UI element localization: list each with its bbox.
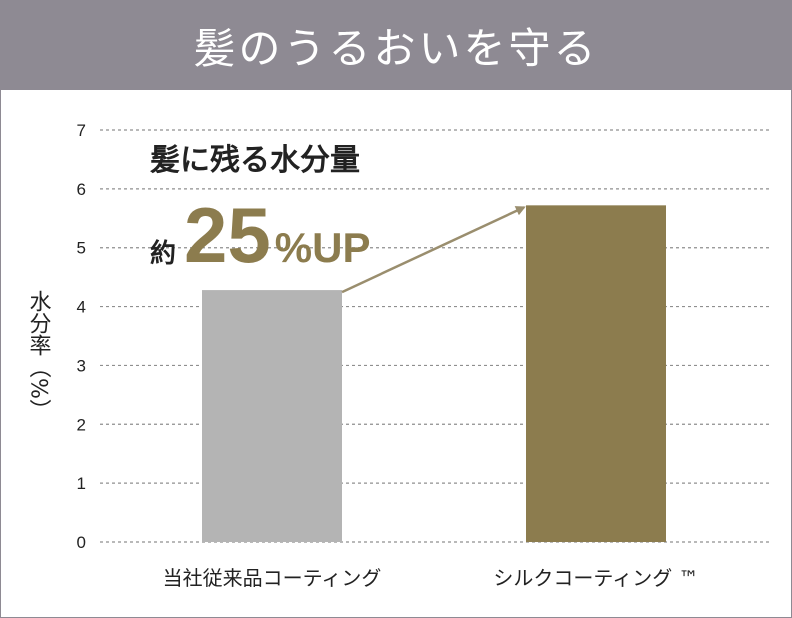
growth-arrow	[341, 206, 526, 294]
y-tick-label-6: 6	[77, 180, 86, 199]
y-axis-label: 水分率（%）	[26, 290, 52, 421]
annotation-line1: 髪に残る水分量	[149, 143, 360, 178]
annotation-prefix: 約	[150, 238, 176, 269]
y-tick-label-7: 7	[77, 121, 86, 140]
annotation-line2: 約 25%UP	[150, 191, 370, 279]
bar-1	[526, 205, 666, 542]
y-tick-label-1: 1	[77, 474, 86, 493]
header-banner: 髪のうるおいを守る	[0, 0, 792, 90]
page-title: 髪のうるおいを守る	[193, 23, 599, 73]
annotation-suffix: %UP	[275, 224, 371, 271]
bar-0	[202, 290, 342, 542]
category-label-0: 当社従来品コーティング	[163, 566, 382, 590]
category-label-1: シルクコーティング ™	[493, 566, 698, 590]
y-tick-label-2: 2	[77, 415, 86, 434]
y-axis-label-text: 水分率（%）	[26, 290, 52, 421]
y-tick-label-0: 0	[77, 533, 86, 552]
y-tick-label-5: 5	[77, 239, 86, 258]
y-tick-label-4: 4	[77, 298, 86, 317]
annotation-value: 25	[184, 191, 271, 279]
y-tick-label-3: 3	[77, 356, 86, 375]
